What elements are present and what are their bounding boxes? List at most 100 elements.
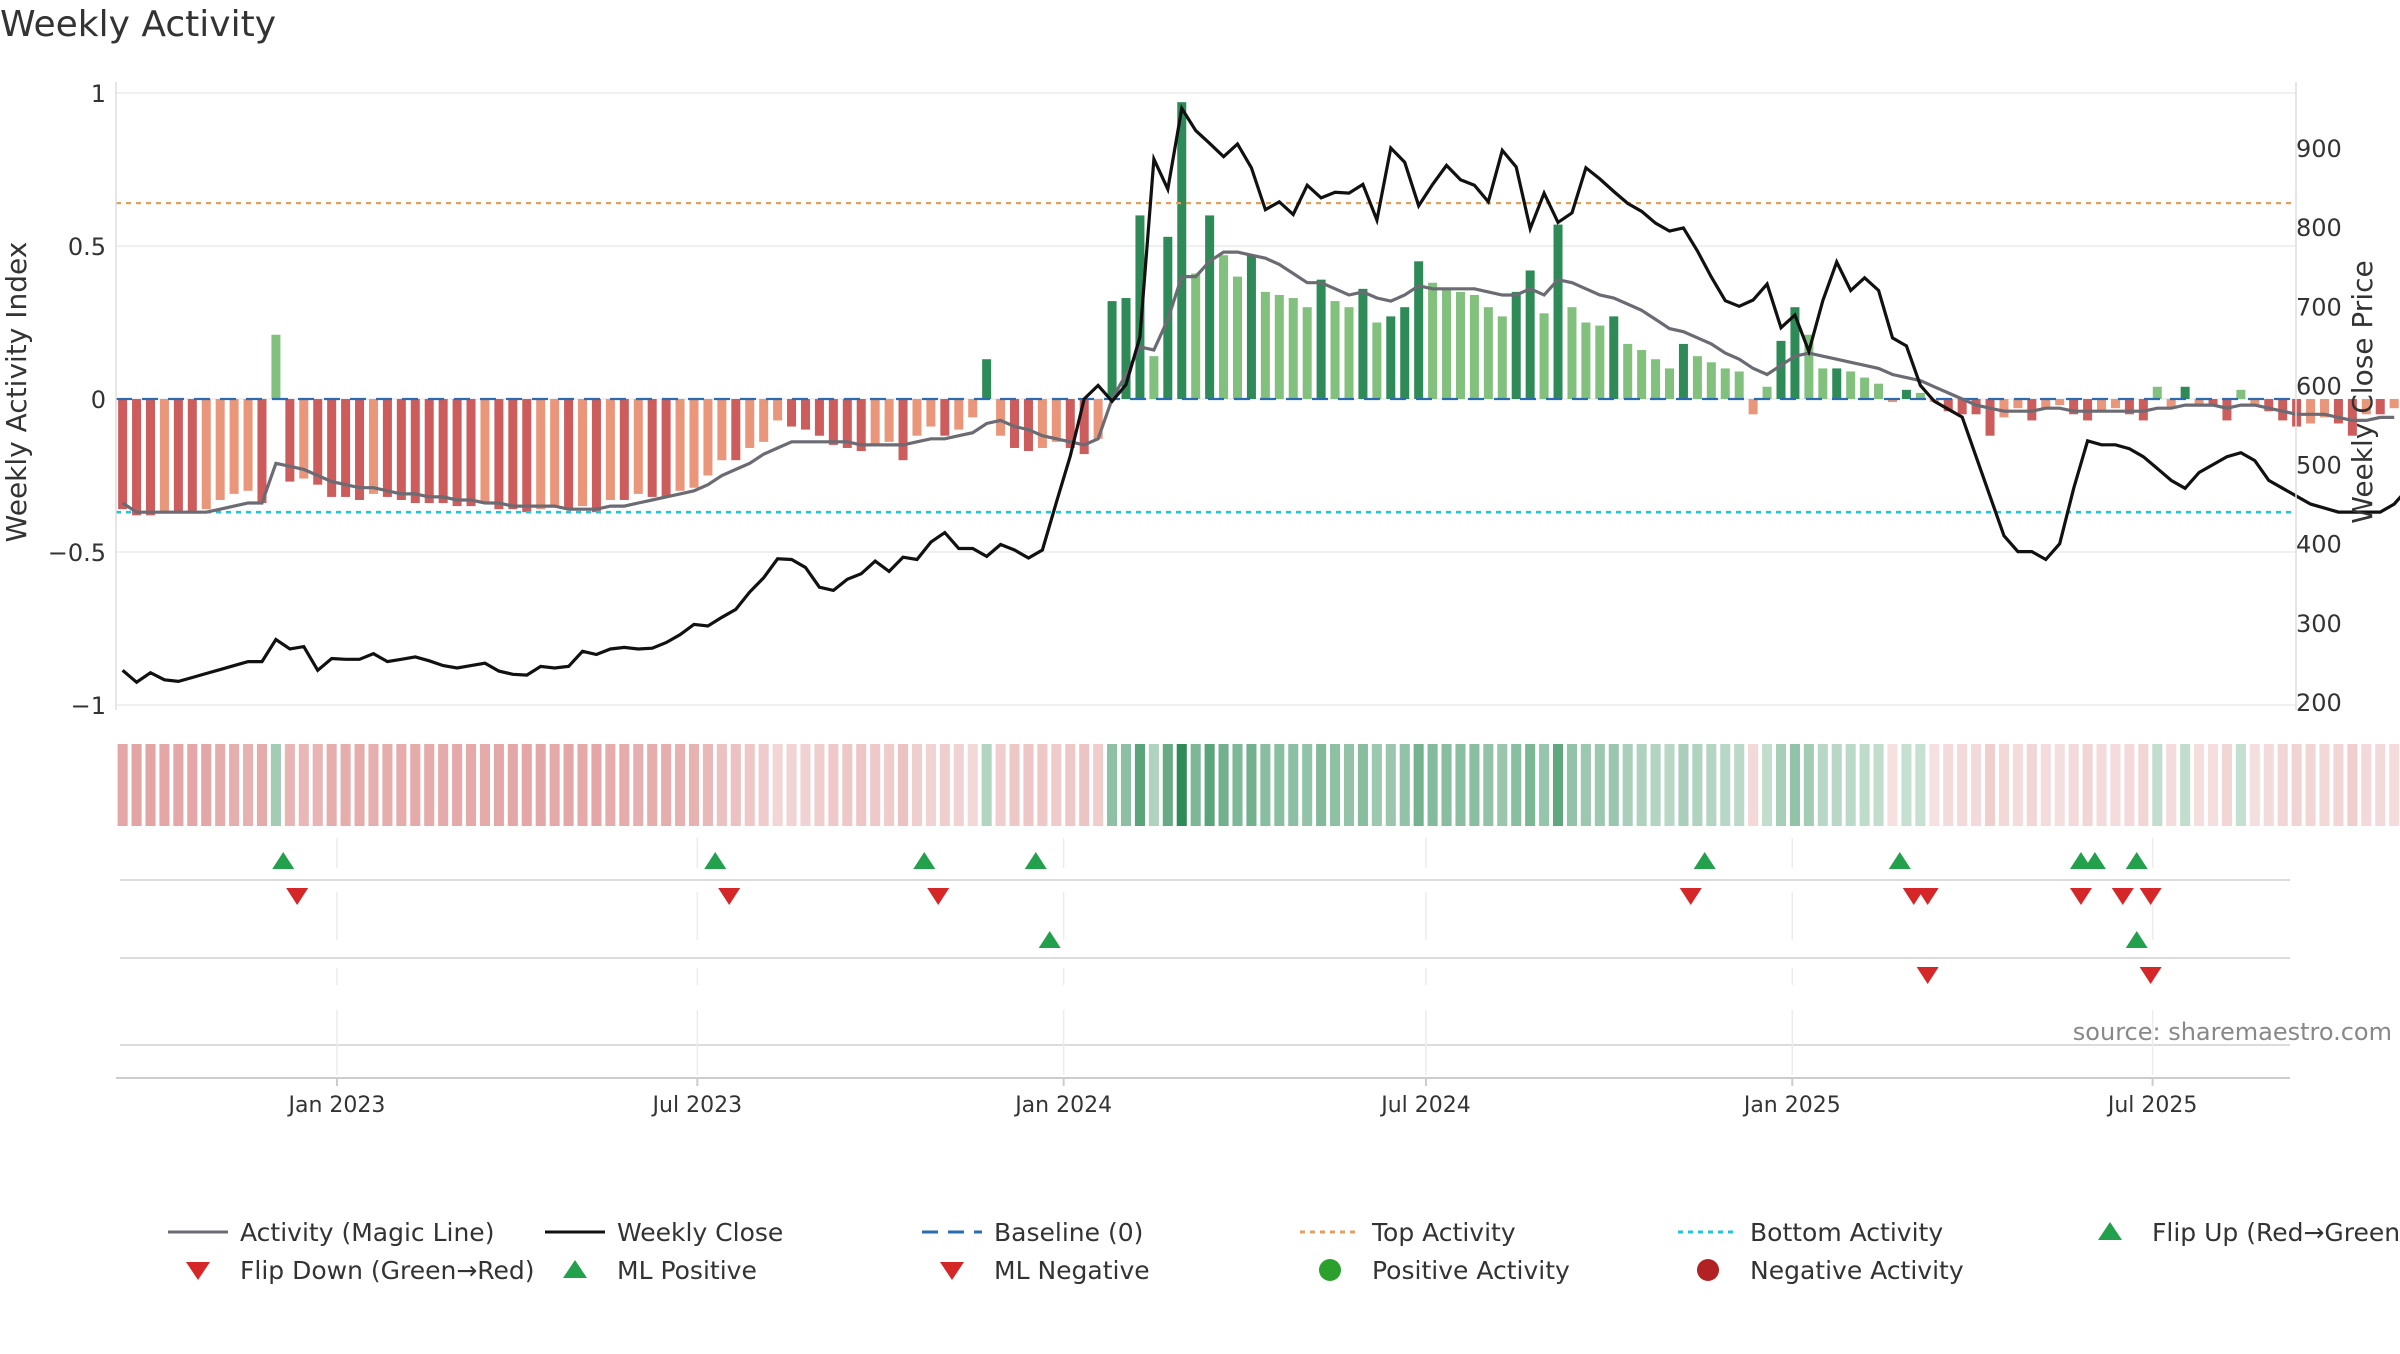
activity-bar (1748, 399, 1758, 415)
x-tick-label: Jan 2024 (1013, 1093, 1112, 1118)
heat-cell (452, 744, 463, 826)
activity-bar (173, 399, 183, 513)
magic-line (121, 250, 2395, 514)
heat-cell (2124, 744, 2135, 826)
legend-item: Flip Up (Red→Green) (2098, 1218, 2400, 1247)
heat-cell (535, 744, 546, 826)
ml-positive-marker (2125, 931, 2148, 948)
activity-bar (438, 399, 448, 504)
activity-bar (800, 399, 810, 430)
heat-cell (758, 744, 769, 826)
heat-cell (1427, 744, 1438, 826)
legend: Activity (Magic Line) Weekly Close Baselin… (168, 1218, 2400, 1285)
activity-bar (1943, 399, 1953, 412)
heat-cell (1887, 744, 1898, 826)
heat-cell (117, 744, 128, 826)
activity-bar (1428, 282, 1438, 399)
activity-bar (2319, 399, 2330, 418)
heat-cell (1371, 744, 1382, 826)
activity-bar (703, 399, 713, 476)
activity-bar (633, 399, 643, 494)
heat-cell (1845, 744, 1856, 826)
legend-item: Negative Activity (1697, 1256, 1964, 1285)
flip-up-marker (704, 852, 727, 869)
heat-cell (1901, 744, 1912, 826)
activity-bar (912, 399, 922, 436)
heat-cell (925, 744, 936, 826)
heat-cell (1566, 744, 1577, 826)
activity-bar (1065, 399, 1075, 448)
activity-bar (647, 399, 657, 497)
flip-up-marker (1024, 852, 1047, 869)
legend-item: ML Negative (940, 1256, 1150, 1285)
activity-bar (1288, 298, 1298, 399)
heat-cell (1525, 744, 1536, 826)
heat-cell (1009, 744, 1020, 826)
heat-cell (2040, 744, 2051, 826)
heat-cell (702, 744, 713, 826)
activity-bar (382, 399, 392, 497)
activity-bar (145, 399, 156, 516)
activity-bar (1846, 371, 1856, 399)
heat-cell (1929, 744, 1940, 826)
heat-cell (772, 744, 783, 826)
ml-negative-marker (2139, 967, 2162, 984)
activity-bar (1037, 399, 1047, 448)
heat-cell (145, 744, 156, 826)
activity-bar (1706, 362, 1716, 399)
legend-item: Baseline (0) (922, 1218, 1143, 1247)
activity-bar (870, 399, 880, 445)
heat-cell (2375, 744, 2386, 826)
legend-item: Top Activity (1300, 1218, 1516, 1247)
activity-bar (2166, 399, 2176, 409)
heat-cell (2263, 744, 2274, 826)
heat-cell (2012, 744, 2023, 826)
heat-cell (1943, 744, 1954, 826)
heat-cell (1037, 744, 1048, 826)
activity-bar (1609, 316, 1619, 399)
legend-label: Negative Activity (1750, 1256, 1964, 1285)
heat-cell (2068, 744, 2079, 826)
heat-cell (1120, 744, 1132, 826)
heat-cell (1246, 744, 1257, 826)
heat-cell (201, 744, 212, 826)
heat-cell (1511, 744, 1522, 826)
left-tick-label: −1 (71, 692, 106, 720)
activity-bar (1344, 307, 1354, 399)
heat-cell (173, 744, 184, 826)
x-tick-label: Jan 2025 (1742, 1093, 1841, 1118)
heat-cell (2180, 744, 2191, 826)
heat-cell (2291, 744, 2302, 826)
activity-bar (1637, 350, 1647, 399)
heat-cell (1051, 744, 1062, 826)
left-tick-label: −0.5 (48, 539, 106, 567)
activity-bar (341, 399, 351, 497)
activity-bar (591, 399, 601, 513)
activity-bar (1776, 340, 1786, 399)
flip-up-marker (272, 852, 295, 869)
activity-bar (773, 399, 783, 421)
activity-bar (1386, 316, 1396, 399)
activity-bar (2194, 399, 2204, 406)
heat-cell (1107, 744, 1118, 826)
activity-bar (1497, 316, 1507, 399)
heat-cell (2207, 744, 2219, 826)
legend-label: Activity (Magic Line) (240, 1218, 494, 1247)
heat-cell (2333, 744, 2344, 826)
activity-bar (759, 399, 769, 442)
activity-bar (675, 399, 685, 491)
heat-cell (270, 744, 281, 826)
legend-item: Weekly Close (545, 1218, 783, 1247)
heat-cell (1539, 744, 1550, 826)
heat-cell (967, 744, 978, 826)
flip-down-marker (286, 888, 309, 905)
activity-bar (2124, 399, 2134, 415)
heat-cell (2221, 744, 2232, 826)
activity-bar (187, 399, 197, 513)
activity-bar (1400, 307, 1410, 399)
activity-bar (1107, 301, 1117, 399)
flip-down-marker (1679, 888, 1702, 905)
legend-item: Flip Down (Green→Red) (186, 1256, 535, 1285)
